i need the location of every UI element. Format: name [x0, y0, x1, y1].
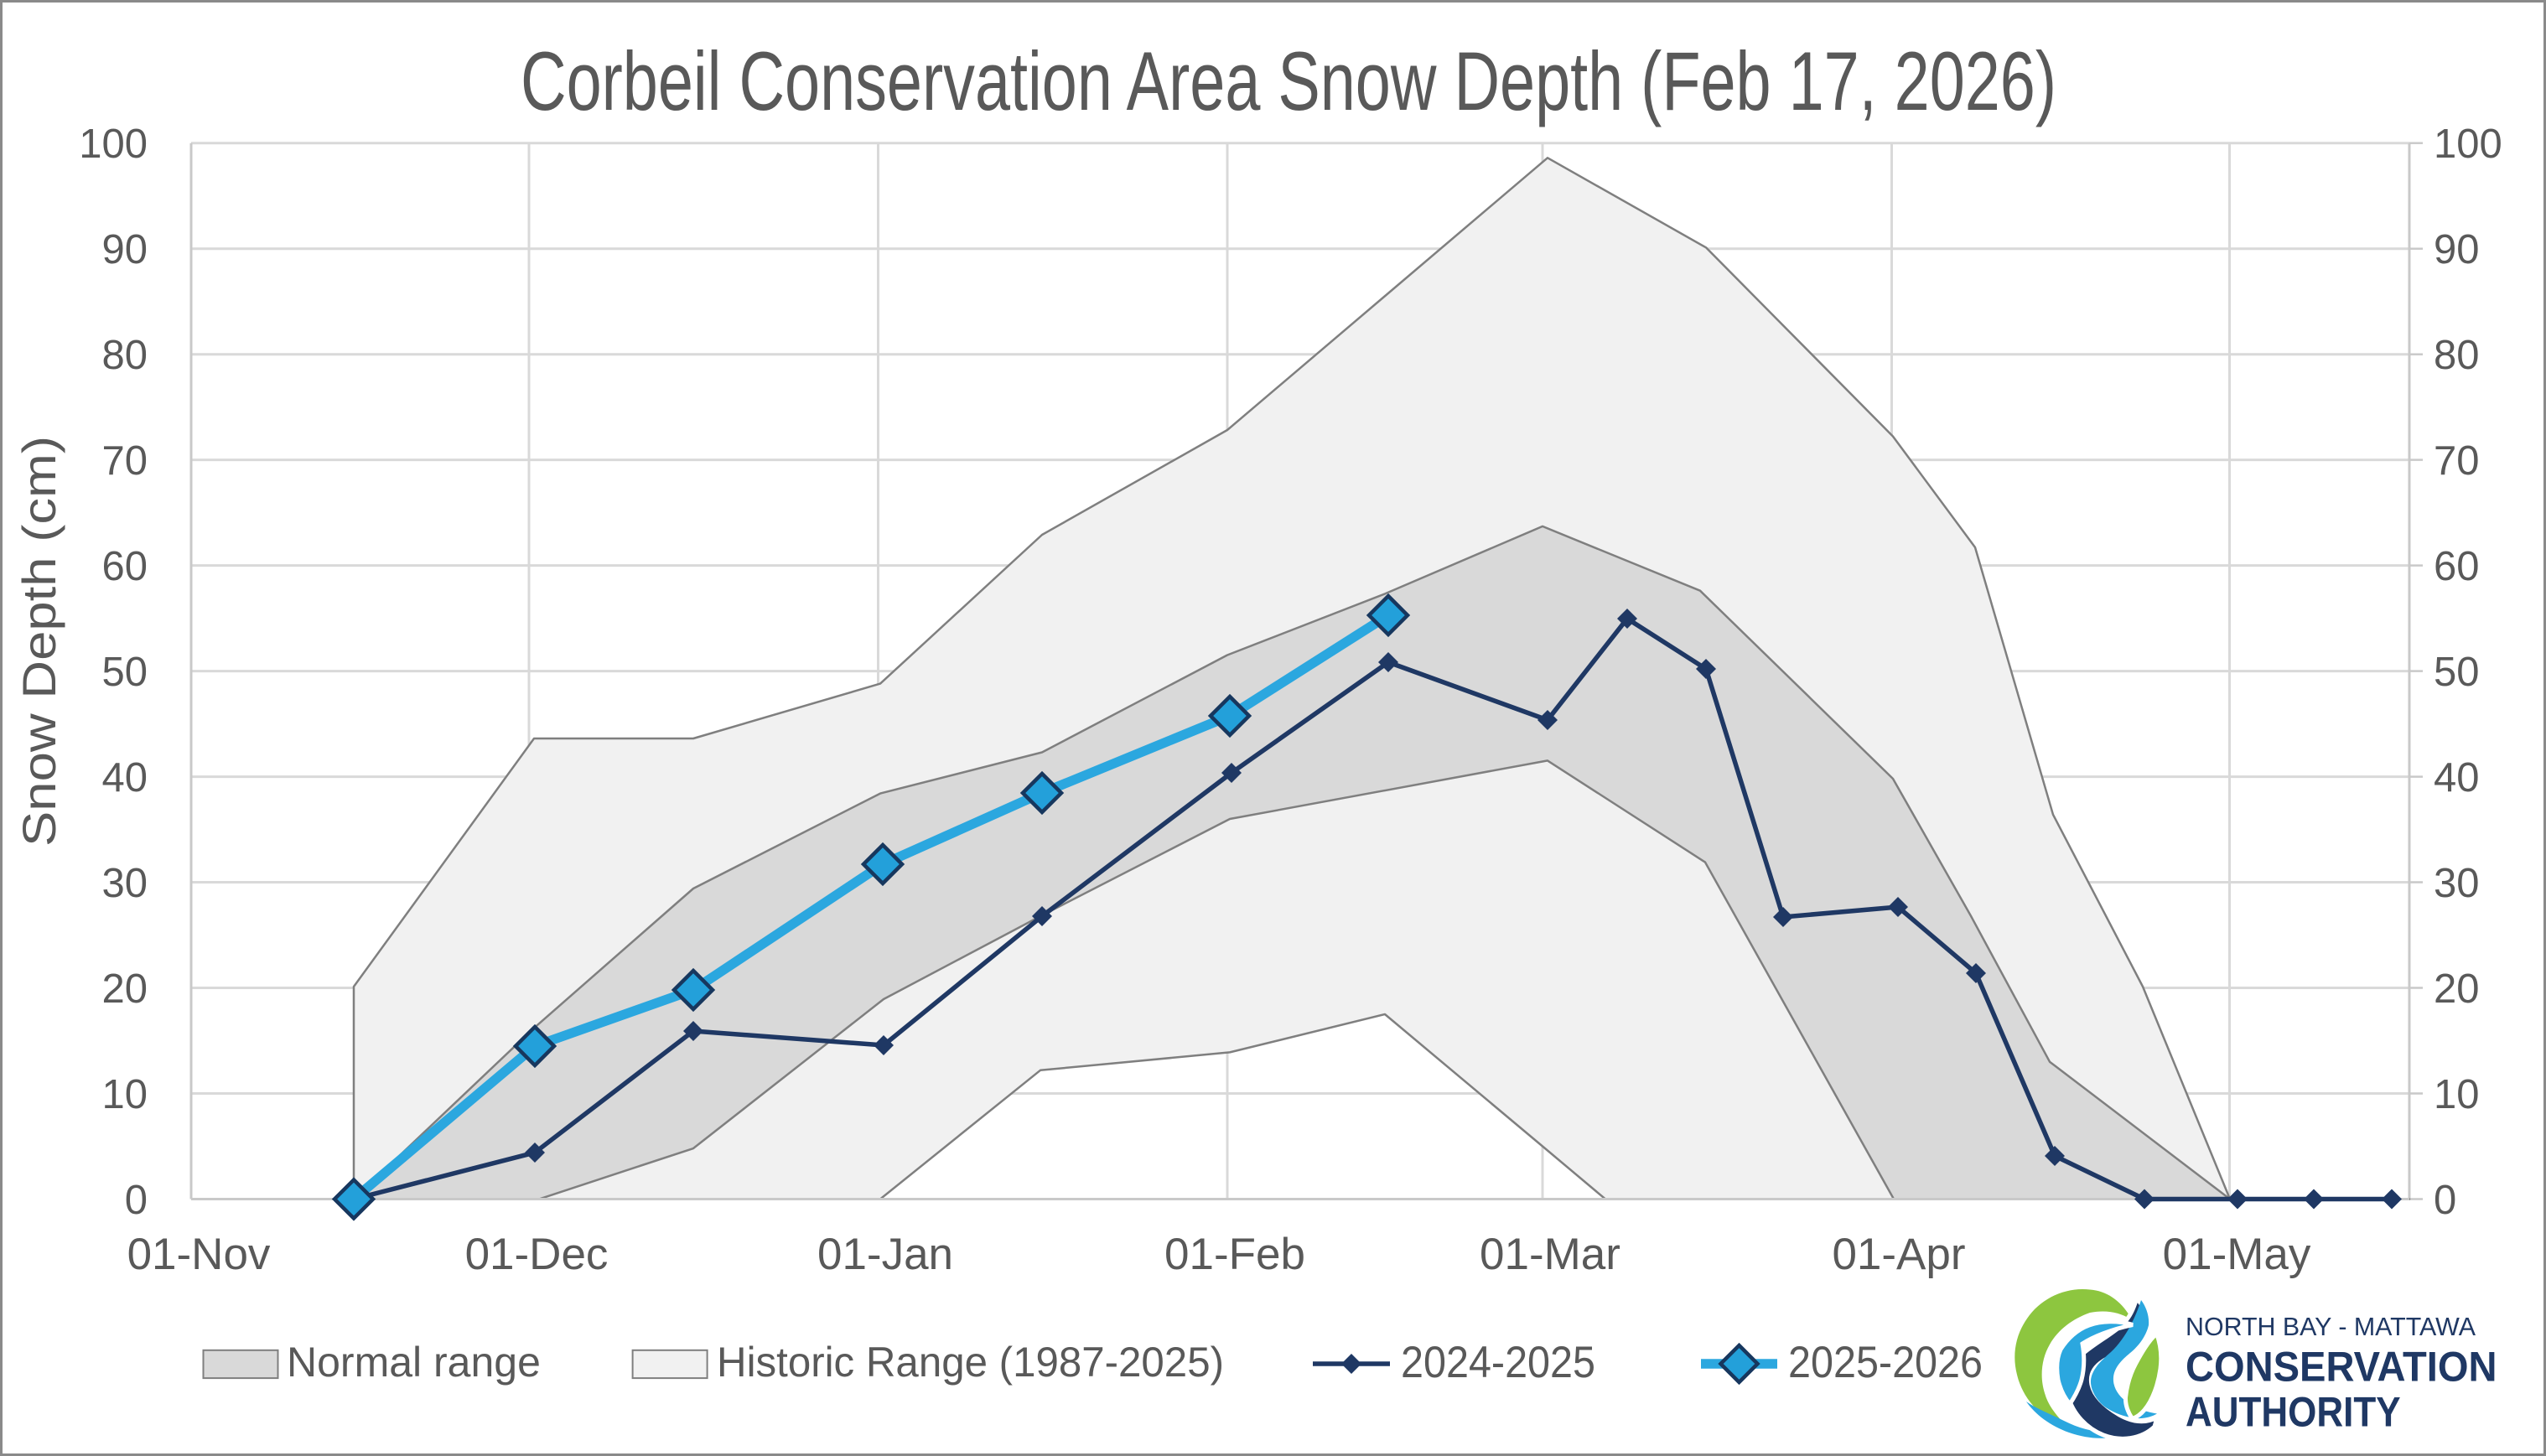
- svg-text:80: 80: [101, 333, 148, 378]
- svg-text:2025-2026: 2025-2026: [1788, 1338, 1983, 1387]
- svg-text:60: 60: [2434, 544, 2480, 589]
- svg-text:70: 70: [2434, 438, 2480, 484]
- svg-text:01-Nov: 01-Nov: [127, 1230, 271, 1279]
- svg-text:01-Dec: 01-Dec: [465, 1230, 609, 1279]
- svg-text:Corbeil Conservation Area Snow: Corbeil Conservation Area Snow Depth (Fe…: [521, 34, 2056, 127]
- svg-text:40: 40: [2434, 755, 2480, 801]
- svg-text:10: 10: [101, 1072, 148, 1117]
- svg-text:60: 60: [101, 544, 148, 589]
- svg-text:80: 80: [2434, 333, 2480, 378]
- svg-text:90: 90: [101, 227, 148, 272]
- svg-text:20: 20: [2434, 966, 2480, 1012]
- svg-text:01-Apr: 01-Apr: [1832, 1230, 1965, 1279]
- svg-text:100: 100: [2434, 122, 2502, 167]
- svg-text:50: 50: [2434, 650, 2480, 695]
- svg-text:Snow Depth (cm): Snow Depth (cm): [13, 436, 65, 847]
- svg-text:2024-2025: 2024-2025: [1401, 1338, 1595, 1387]
- svg-text:40: 40: [101, 755, 148, 801]
- svg-text:01-Feb: 01-Feb: [1164, 1230, 1305, 1279]
- svg-text:AUTHORITY: AUTHORITY: [2186, 1388, 2401, 1436]
- svg-text:01-May: 01-May: [2163, 1230, 2311, 1279]
- svg-text:Normal range: Normal range: [287, 1339, 541, 1386]
- svg-text:NORTH BAY - MATTAWA: NORTH BAY - MATTAWA: [2186, 1312, 2476, 1341]
- svg-text:Historic Range (1987-2025): Historic Range (1987-2025): [717, 1339, 1224, 1386]
- svg-text:50: 50: [101, 650, 148, 695]
- svg-text:30: 30: [2434, 861, 2480, 906]
- svg-text:01-Jan: 01-Jan: [817, 1230, 953, 1279]
- svg-text:01-Mar: 01-Mar: [1480, 1230, 1620, 1279]
- svg-text:0: 0: [125, 1178, 148, 1223]
- svg-text:0: 0: [2434, 1178, 2456, 1223]
- svg-text:10: 10: [2434, 1072, 2480, 1117]
- svg-text:CONSERVATION: CONSERVATION: [2186, 1343, 2497, 1391]
- svg-text:70: 70: [101, 438, 148, 484]
- svg-text:100: 100: [79, 122, 148, 167]
- svg-text:90: 90: [2434, 227, 2480, 272]
- svg-text:30: 30: [101, 861, 148, 906]
- svg-text:20: 20: [101, 966, 148, 1012]
